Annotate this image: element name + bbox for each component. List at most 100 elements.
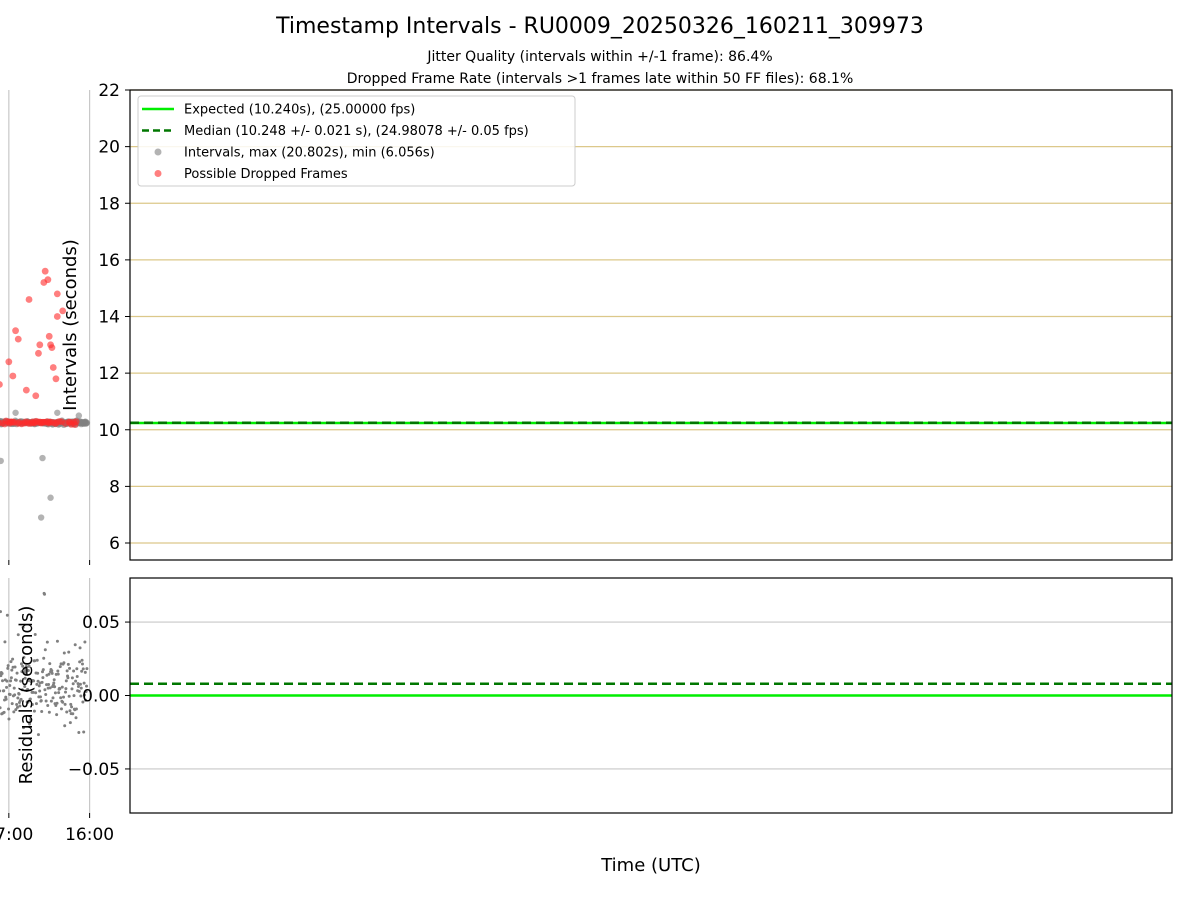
residual-point xyxy=(73,708,76,711)
residual-point xyxy=(69,703,72,706)
legend-label: Intervals, max (20.802s), min (6.056s) xyxy=(184,146,435,161)
residual-point xyxy=(63,724,66,727)
residual-point xyxy=(77,685,80,688)
residual-point xyxy=(68,667,71,670)
residual-point xyxy=(48,662,51,665)
residual-point xyxy=(55,673,58,676)
residual-point xyxy=(42,657,45,660)
residual-point xyxy=(66,669,69,672)
residual-point xyxy=(60,700,63,703)
residual-point xyxy=(6,667,9,670)
dropped-frame-point xyxy=(50,364,57,371)
residual-point xyxy=(64,703,67,706)
residual-point xyxy=(5,686,8,689)
legend: Expected (10.240s), (25.00000 fps) Median… xyxy=(138,96,575,186)
interval-point xyxy=(38,514,44,520)
residual-point xyxy=(72,682,75,685)
residual-point xyxy=(4,678,7,681)
x-tick-label: 16:00 xyxy=(65,825,114,845)
residual-point xyxy=(37,695,40,698)
residual-point xyxy=(51,696,54,699)
residual-point xyxy=(57,691,60,694)
residual-point xyxy=(56,670,59,673)
dropped-frame-point xyxy=(0,381,3,388)
dropped-frame-point xyxy=(40,279,47,286)
residual-point xyxy=(9,679,12,682)
residual-point xyxy=(41,670,44,673)
y-tick-label-top: 18 xyxy=(98,194,120,214)
residual-point xyxy=(0,712,3,715)
residual-point xyxy=(38,690,41,693)
residual-point xyxy=(76,675,79,678)
residual-point xyxy=(70,712,73,715)
dropped-frame-point xyxy=(9,373,16,380)
legend-marker-swatch xyxy=(155,149,162,156)
residuals-y-ticks: −0.050.000.05 xyxy=(68,613,130,780)
residuals-y-axis-label: Residuals (seconds) xyxy=(16,606,37,785)
residual-point xyxy=(76,689,79,692)
residual-point xyxy=(37,733,40,736)
residual-point xyxy=(72,670,75,673)
residual-point xyxy=(82,731,85,734)
residual-point xyxy=(43,592,46,595)
interval-points xyxy=(0,395,90,543)
residual-point xyxy=(54,702,57,705)
dropped-frame-point xyxy=(35,350,42,357)
residual-point xyxy=(47,687,50,690)
residual-point xyxy=(85,667,88,670)
y-tick-label-top: 20 xyxy=(98,138,120,158)
dropped-frame-point xyxy=(46,333,53,340)
residual-point xyxy=(67,663,70,666)
residual-point xyxy=(54,691,57,694)
legend-label: Median (10.248 +/- 0.021 s), (24.98078 +… xyxy=(184,124,529,139)
legend-marker-swatch xyxy=(155,170,162,177)
residual-point xyxy=(71,676,74,679)
residual-point xyxy=(44,648,47,651)
dropped-frame-point xyxy=(12,327,19,334)
residual-point xyxy=(75,716,78,719)
residual-point xyxy=(8,693,11,696)
residual-point xyxy=(1,679,4,682)
residual-points xyxy=(0,587,88,765)
residual-point xyxy=(0,706,2,709)
y-tick-label-bottom: −0.05 xyxy=(68,760,120,780)
residual-point xyxy=(56,640,59,643)
residual-point xyxy=(45,699,48,702)
residual-point xyxy=(4,696,7,699)
dropped-frame-point xyxy=(32,392,39,399)
y-tick-label-top: 8 xyxy=(109,477,120,497)
residual-point xyxy=(46,641,49,644)
y-tick-label-top: 10 xyxy=(98,421,120,441)
residual-point xyxy=(58,688,61,691)
residual-point xyxy=(65,711,68,714)
residual-point xyxy=(0,610,2,613)
interval-point xyxy=(12,410,18,416)
residual-point xyxy=(83,641,86,644)
interval-point xyxy=(76,412,82,418)
residual-point xyxy=(81,662,84,665)
legend-label: Possible Dropped Frames xyxy=(184,167,348,182)
residual-point xyxy=(37,680,40,683)
residual-point xyxy=(64,687,67,690)
dropped-frame-point xyxy=(15,336,22,343)
residual-point xyxy=(12,710,15,713)
dropped-frame-point xyxy=(36,341,43,348)
residual-point xyxy=(77,731,80,734)
residual-point xyxy=(60,662,63,665)
y-tick-label-top: 14 xyxy=(98,308,120,328)
residual-point xyxy=(2,689,5,692)
legend-label: Expected (10.240s), (25.00000 fps) xyxy=(184,103,415,118)
residual-point xyxy=(62,696,65,699)
residual-point xyxy=(59,665,62,668)
residual-point xyxy=(45,683,48,686)
residual-point xyxy=(72,694,75,697)
residual-point xyxy=(7,707,10,710)
dropped-frame-point xyxy=(5,358,12,365)
residual-point xyxy=(8,684,11,687)
residual-point xyxy=(41,676,44,679)
residual-point xyxy=(10,669,13,672)
interval-point xyxy=(39,455,45,461)
y-tick-label-top: 22 xyxy=(98,81,120,101)
residual-point xyxy=(67,651,70,654)
